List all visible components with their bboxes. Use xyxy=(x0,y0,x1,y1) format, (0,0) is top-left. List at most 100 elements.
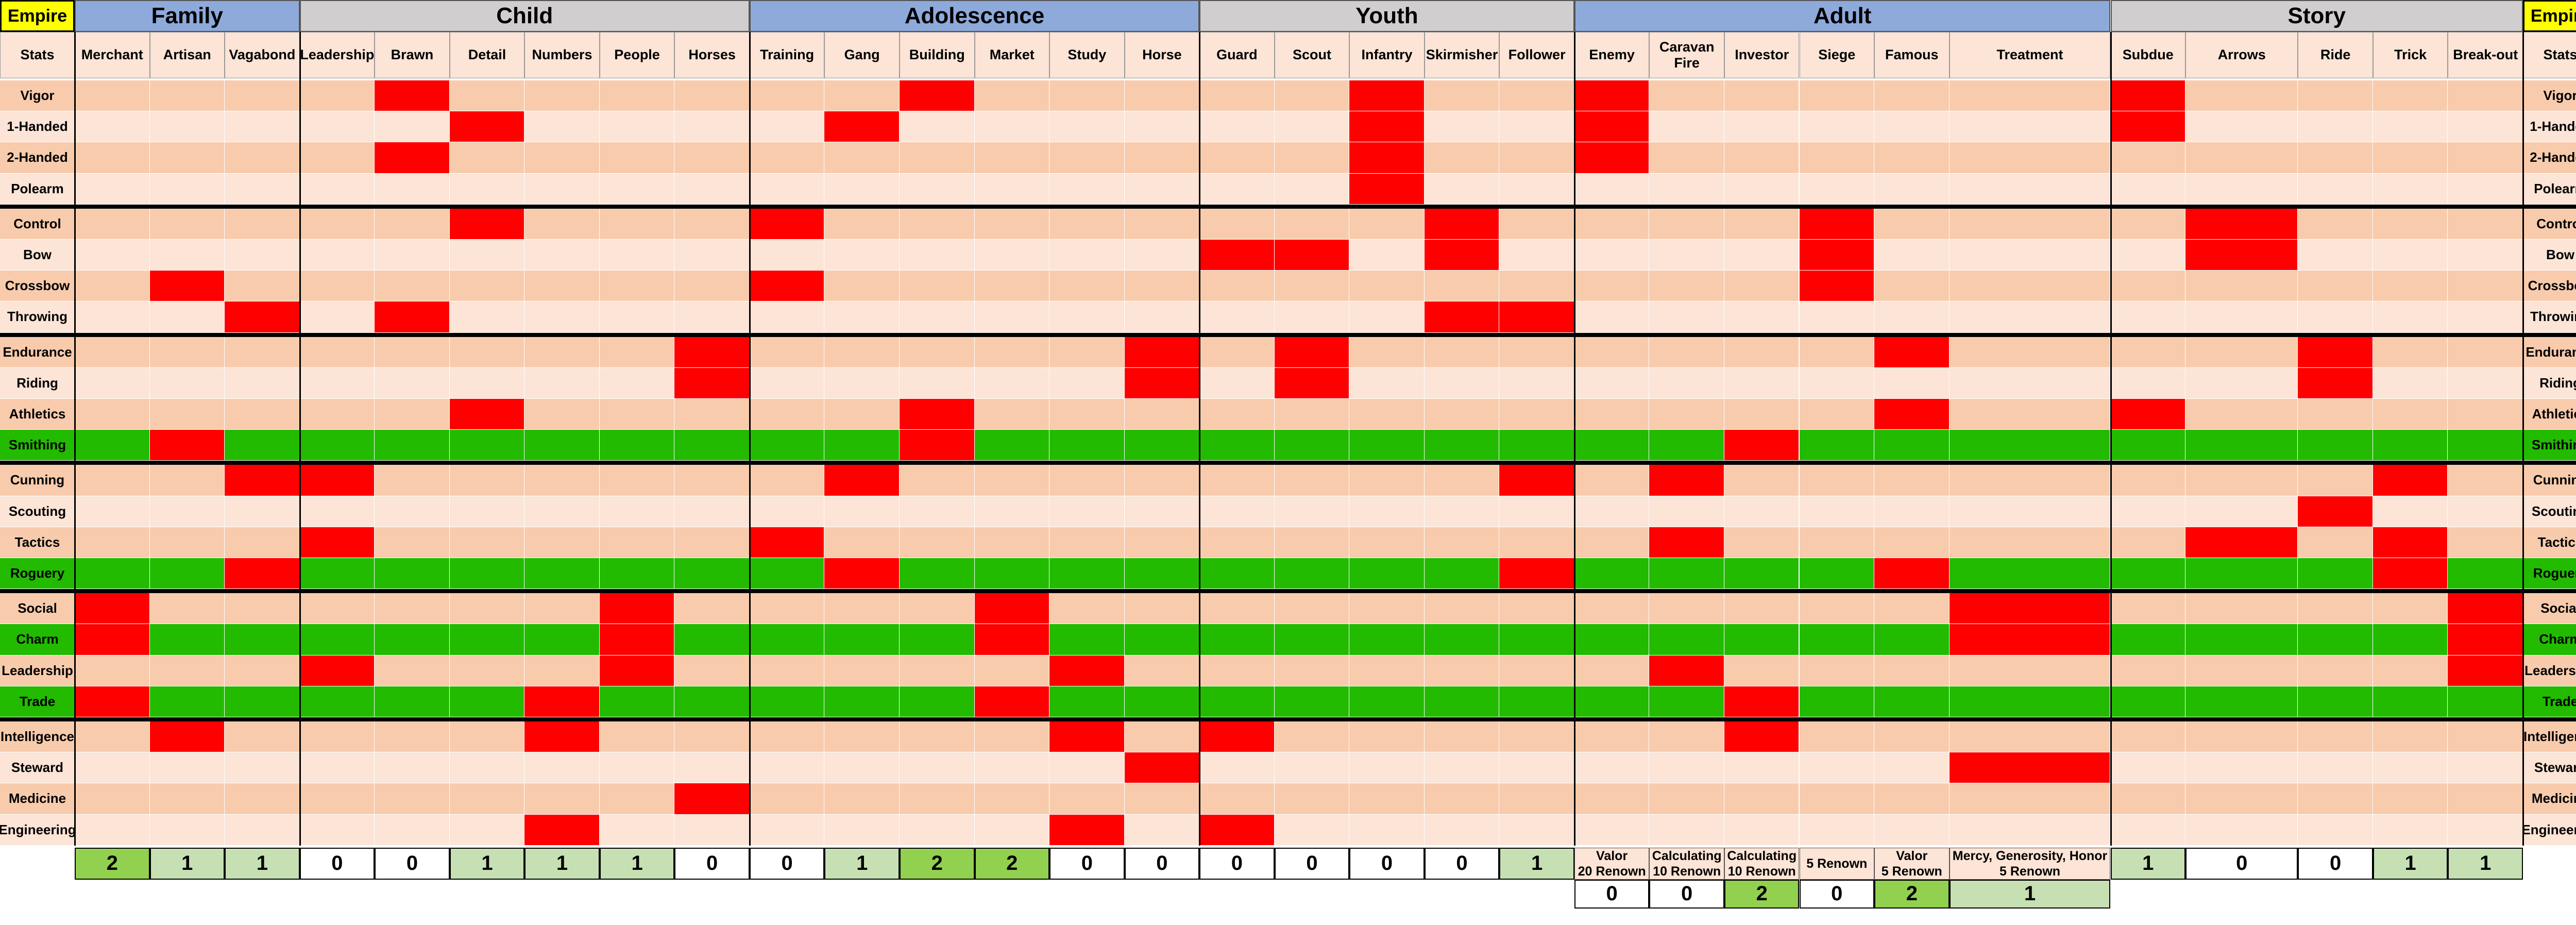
grid-cell xyxy=(2185,111,2298,143)
stat-label-engineering-left: Engineering xyxy=(0,814,75,846)
grid-cell xyxy=(974,142,1050,174)
mark-cell xyxy=(1274,240,1350,271)
grid-cell xyxy=(749,814,825,846)
grid-cell xyxy=(1049,80,1125,112)
grid-cell xyxy=(1724,111,1800,143)
grid-cell xyxy=(1799,558,1875,590)
grid-cell xyxy=(599,240,675,271)
grid-cell xyxy=(1799,337,1875,368)
grid-cell xyxy=(1199,783,1275,815)
grid-cell xyxy=(75,527,150,558)
grid-cell xyxy=(749,655,825,686)
stat-label-scouting-left: Scouting xyxy=(0,496,75,527)
requirement-value-treatment: 1 xyxy=(1949,879,2111,909)
grid-cell xyxy=(1349,686,1425,717)
grid-cell xyxy=(149,686,225,717)
grid-cell xyxy=(1274,208,1350,240)
grid-cell xyxy=(1724,271,1800,302)
grid-cell xyxy=(1049,111,1125,143)
grid-cell xyxy=(2110,301,2186,333)
stat-label-athletics-right: Athletics xyxy=(2523,399,2576,430)
mark-cell xyxy=(375,301,450,333)
column-header-scout: Scout xyxy=(1274,32,1350,78)
grid-cell xyxy=(2448,430,2523,461)
mark-cell xyxy=(974,686,1050,717)
mark-cell xyxy=(1124,752,1200,784)
grid-cell xyxy=(1049,271,1125,302)
grid-cell xyxy=(1199,337,1275,368)
grid-cell xyxy=(1949,814,2111,846)
grid-cell xyxy=(225,527,300,558)
grid-cell xyxy=(674,527,750,558)
grid-cell xyxy=(974,783,1050,815)
grid-cell xyxy=(1799,814,1875,846)
mark-cell xyxy=(1949,624,2111,655)
grid-cell xyxy=(1049,337,1125,368)
grid-cell xyxy=(1649,430,1724,461)
mark-cell xyxy=(1349,80,1425,112)
grid-cell xyxy=(2110,240,2186,271)
grid-cell xyxy=(2110,367,2186,399)
mark-cell xyxy=(2448,624,2523,655)
grid-cell xyxy=(899,142,975,174)
grid-cell xyxy=(1949,367,2111,399)
score-numbers: 1 xyxy=(524,847,600,880)
grid-cell xyxy=(1649,593,1724,625)
grid-cell xyxy=(1499,399,1574,430)
mark-cell xyxy=(75,593,150,625)
grid-cell xyxy=(524,465,600,496)
grid-cell xyxy=(824,496,900,527)
grid-cell xyxy=(1499,496,1574,527)
score-break-out: 1 xyxy=(2448,847,2523,880)
grid-cell xyxy=(824,686,900,717)
stat-label-trade-right: Trade xyxy=(2523,686,2576,717)
grid-cell xyxy=(1724,208,1800,240)
grid-cell xyxy=(299,721,375,753)
grid-cell xyxy=(149,301,225,333)
grid-cell xyxy=(2372,783,2448,815)
mark-cell xyxy=(2448,593,2523,625)
grid-cell xyxy=(1349,655,1425,686)
mark-cell xyxy=(1124,337,1200,368)
grid-cell xyxy=(449,271,525,302)
stat-label-bow-right: Bow xyxy=(2523,240,2576,271)
grid-cell xyxy=(1349,721,1425,753)
grid-cell xyxy=(2298,80,2373,112)
grid-cell xyxy=(1199,465,1275,496)
column-header-numbers: Numbers xyxy=(524,32,600,78)
grid-cell xyxy=(1949,301,2111,333)
column-header-break-out: Break-out xyxy=(2448,32,2523,78)
grid-cell xyxy=(149,367,225,399)
grid-cell xyxy=(524,752,600,784)
grid-cell xyxy=(674,399,750,430)
grid-cell xyxy=(149,208,225,240)
grid-cell xyxy=(749,721,825,753)
grid-cell xyxy=(899,337,975,368)
grid-cell xyxy=(1424,655,1500,686)
mark-cell xyxy=(1349,111,1425,143)
grid-cell xyxy=(524,655,600,686)
grid-cell xyxy=(1274,301,1350,333)
grid-cell xyxy=(974,367,1050,399)
grid-cell xyxy=(599,111,675,143)
grid-cell xyxy=(599,465,675,496)
mark-cell xyxy=(299,527,375,558)
group-divider xyxy=(299,32,301,846)
grid-cell xyxy=(299,593,375,625)
grid-cell xyxy=(449,430,525,461)
grid-cell xyxy=(2110,593,2186,625)
grid-cell xyxy=(1274,593,1350,625)
column-header-guard: Guard xyxy=(1199,32,1275,78)
stat-label-leadership-left: Leadership xyxy=(0,655,75,686)
grid-cell xyxy=(1499,367,1574,399)
grid-cell xyxy=(1349,208,1425,240)
column-header-brawn: Brawn xyxy=(375,32,450,78)
column-header-siege: Siege xyxy=(1799,32,1875,78)
grid-cell xyxy=(1274,814,1350,846)
grid-cell xyxy=(1049,593,1125,625)
mark-cell xyxy=(2185,527,2298,558)
grid-cell xyxy=(1199,173,1275,205)
mark-cell xyxy=(749,527,825,558)
grid-cell xyxy=(2110,624,2186,655)
grid-cell xyxy=(375,593,450,625)
